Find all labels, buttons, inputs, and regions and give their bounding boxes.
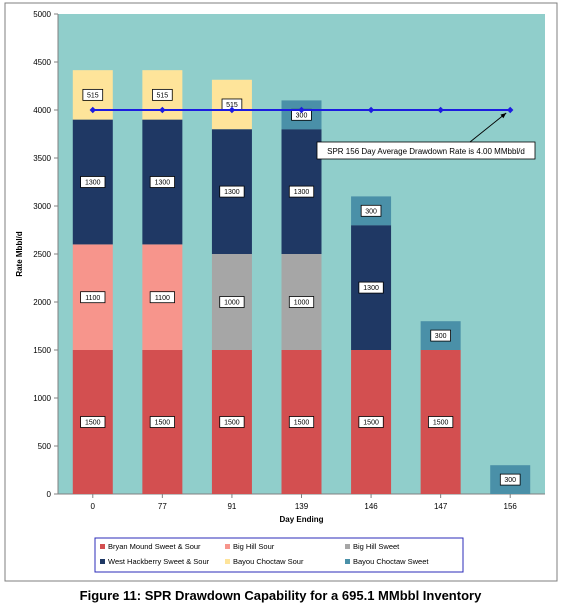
average-marker — [507, 106, 514, 114]
data-label: 300 — [435, 333, 447, 340]
data-label: 1300 — [85, 180, 101, 187]
legend-label: Bayou Choctaw Sweet — [353, 557, 429, 566]
legend-swatch — [100, 544, 105, 549]
data-label-box — [219, 296, 245, 308]
legend-swatch — [345, 559, 350, 564]
data-label: 1300 — [224, 189, 240, 196]
data-label: 1300 — [294, 189, 310, 196]
data-label: 300 — [504, 477, 516, 484]
y-tick-label: 5000 — [33, 10, 51, 19]
x-tick-label: 139 — [295, 502, 309, 511]
data-label: 1500 — [85, 420, 101, 427]
data-label-box — [360, 204, 382, 217]
data-label: 1500 — [433, 420, 449, 427]
average-marker — [367, 106, 375, 114]
data-label-box — [149, 176, 175, 188]
average-marker — [437, 106, 444, 114]
legend-label: West Hackberry Sweet & Sour — [108, 557, 210, 566]
legend-swatch — [225, 559, 230, 564]
data-label-box — [428, 416, 454, 428]
y-tick-label: 2000 — [33, 298, 51, 307]
data-label: 1000 — [224, 300, 240, 307]
y-tick-label: 3500 — [33, 154, 51, 163]
x-tick-label: 0 — [91, 502, 96, 511]
data-label: 515 — [87, 92, 99, 99]
x-tick-label: 147 — [434, 502, 448, 511]
data-label: 515 — [157, 92, 169, 99]
data-label-box — [499, 473, 521, 486]
legend-swatch — [225, 544, 230, 549]
y-tick-label: 3000 — [33, 202, 51, 211]
data-label: 300 — [296, 112, 308, 119]
data-label: 1500 — [294, 420, 310, 427]
annotation-box — [316, 141, 536, 160]
y-axis-title: Rate Mbbl/d — [15, 231, 24, 276]
data-label-box — [149, 291, 175, 304]
segment-labels-group: 1500 1100 1300 515 1500 1100 1300 515 1500 1000 13… — [80, 88, 521, 486]
legend-label: Bayou Choctaw Sour — [233, 557, 304, 566]
legend-swatch — [345, 544, 350, 549]
data-label-box — [219, 185, 245, 198]
legend: Bryan Mound Sweet & Sour Big Hill Sour Big… — [94, 537, 464, 573]
data-label: 1300 — [155, 180, 171, 187]
legend-label: Big Hill Sour — [233, 542, 275, 551]
data-label-box — [80, 176, 106, 188]
y-tick-label: 1500 — [33, 346, 51, 355]
average-marker — [298, 106, 305, 114]
average-marker — [89, 106, 96, 114]
legend-frame — [94, 537, 464, 573]
data-label-box — [358, 281, 384, 294]
data-label: 1100 — [85, 295, 100, 302]
legend-swatch — [100, 559, 105, 564]
data-label: 1500 — [363, 420, 379, 427]
x-tick-label: 146 — [364, 502, 378, 511]
data-label-box — [358, 416, 384, 428]
chart: 0500100015002000250030003500400045005000… — [4, 2, 558, 582]
average-marker — [228, 106, 236, 114]
x-tick-label: 91 — [227, 502, 236, 511]
data-label: 1100 — [155, 295, 170, 302]
data-label: 1500 — [224, 420, 240, 427]
data-label-box — [82, 88, 104, 101]
y-tick-label: 2500 — [33, 250, 51, 259]
annotation-arrow — [469, 112, 507, 143]
data-label-box — [80, 291, 106, 304]
y-tick-label: 500 — [38, 442, 52, 451]
data-label-box — [288, 296, 315, 308]
data-label-box — [219, 416, 245, 428]
average-marker — [159, 106, 166, 114]
data-label-box — [288, 185, 315, 198]
data-label: 515 — [226, 102, 238, 109]
legend-label: Bryan Mound Sweet & Sour — [108, 542, 201, 551]
y-tick-label: 4000 — [33, 106, 51, 115]
x-tick-label: 77 — [158, 502, 167, 511]
data-label-box — [80, 416, 106, 428]
annotation-text: SPR 156 Day Average Drawdown Rate is 4.0… — [327, 147, 525, 156]
y-tick-label: 4500 — [33, 58, 51, 67]
annotation-arrowhead — [500, 113, 507, 119]
data-label: 1300 — [363, 285, 379, 292]
x-tick-label: 156 — [504, 502, 518, 511]
legend-label: Big Hill Sweet — [353, 542, 400, 551]
y-tick-label: 0 — [47, 490, 52, 499]
data-label: 1500 — [155, 420, 171, 427]
figure-caption: Figure 11: SPR Drawdown Capability for a… — [79, 588, 482, 603]
y-tick-label: 1000 — [33, 394, 51, 403]
x-axis-title: Day Ending — [279, 515, 323, 524]
data-label-box — [149, 416, 175, 428]
data-label: 300 — [365, 208, 377, 215]
data-label: 1000 — [294, 300, 310, 307]
data-label-box — [152, 88, 173, 101]
data-label-box — [430, 329, 451, 342]
data-label-box — [288, 416, 315, 428]
